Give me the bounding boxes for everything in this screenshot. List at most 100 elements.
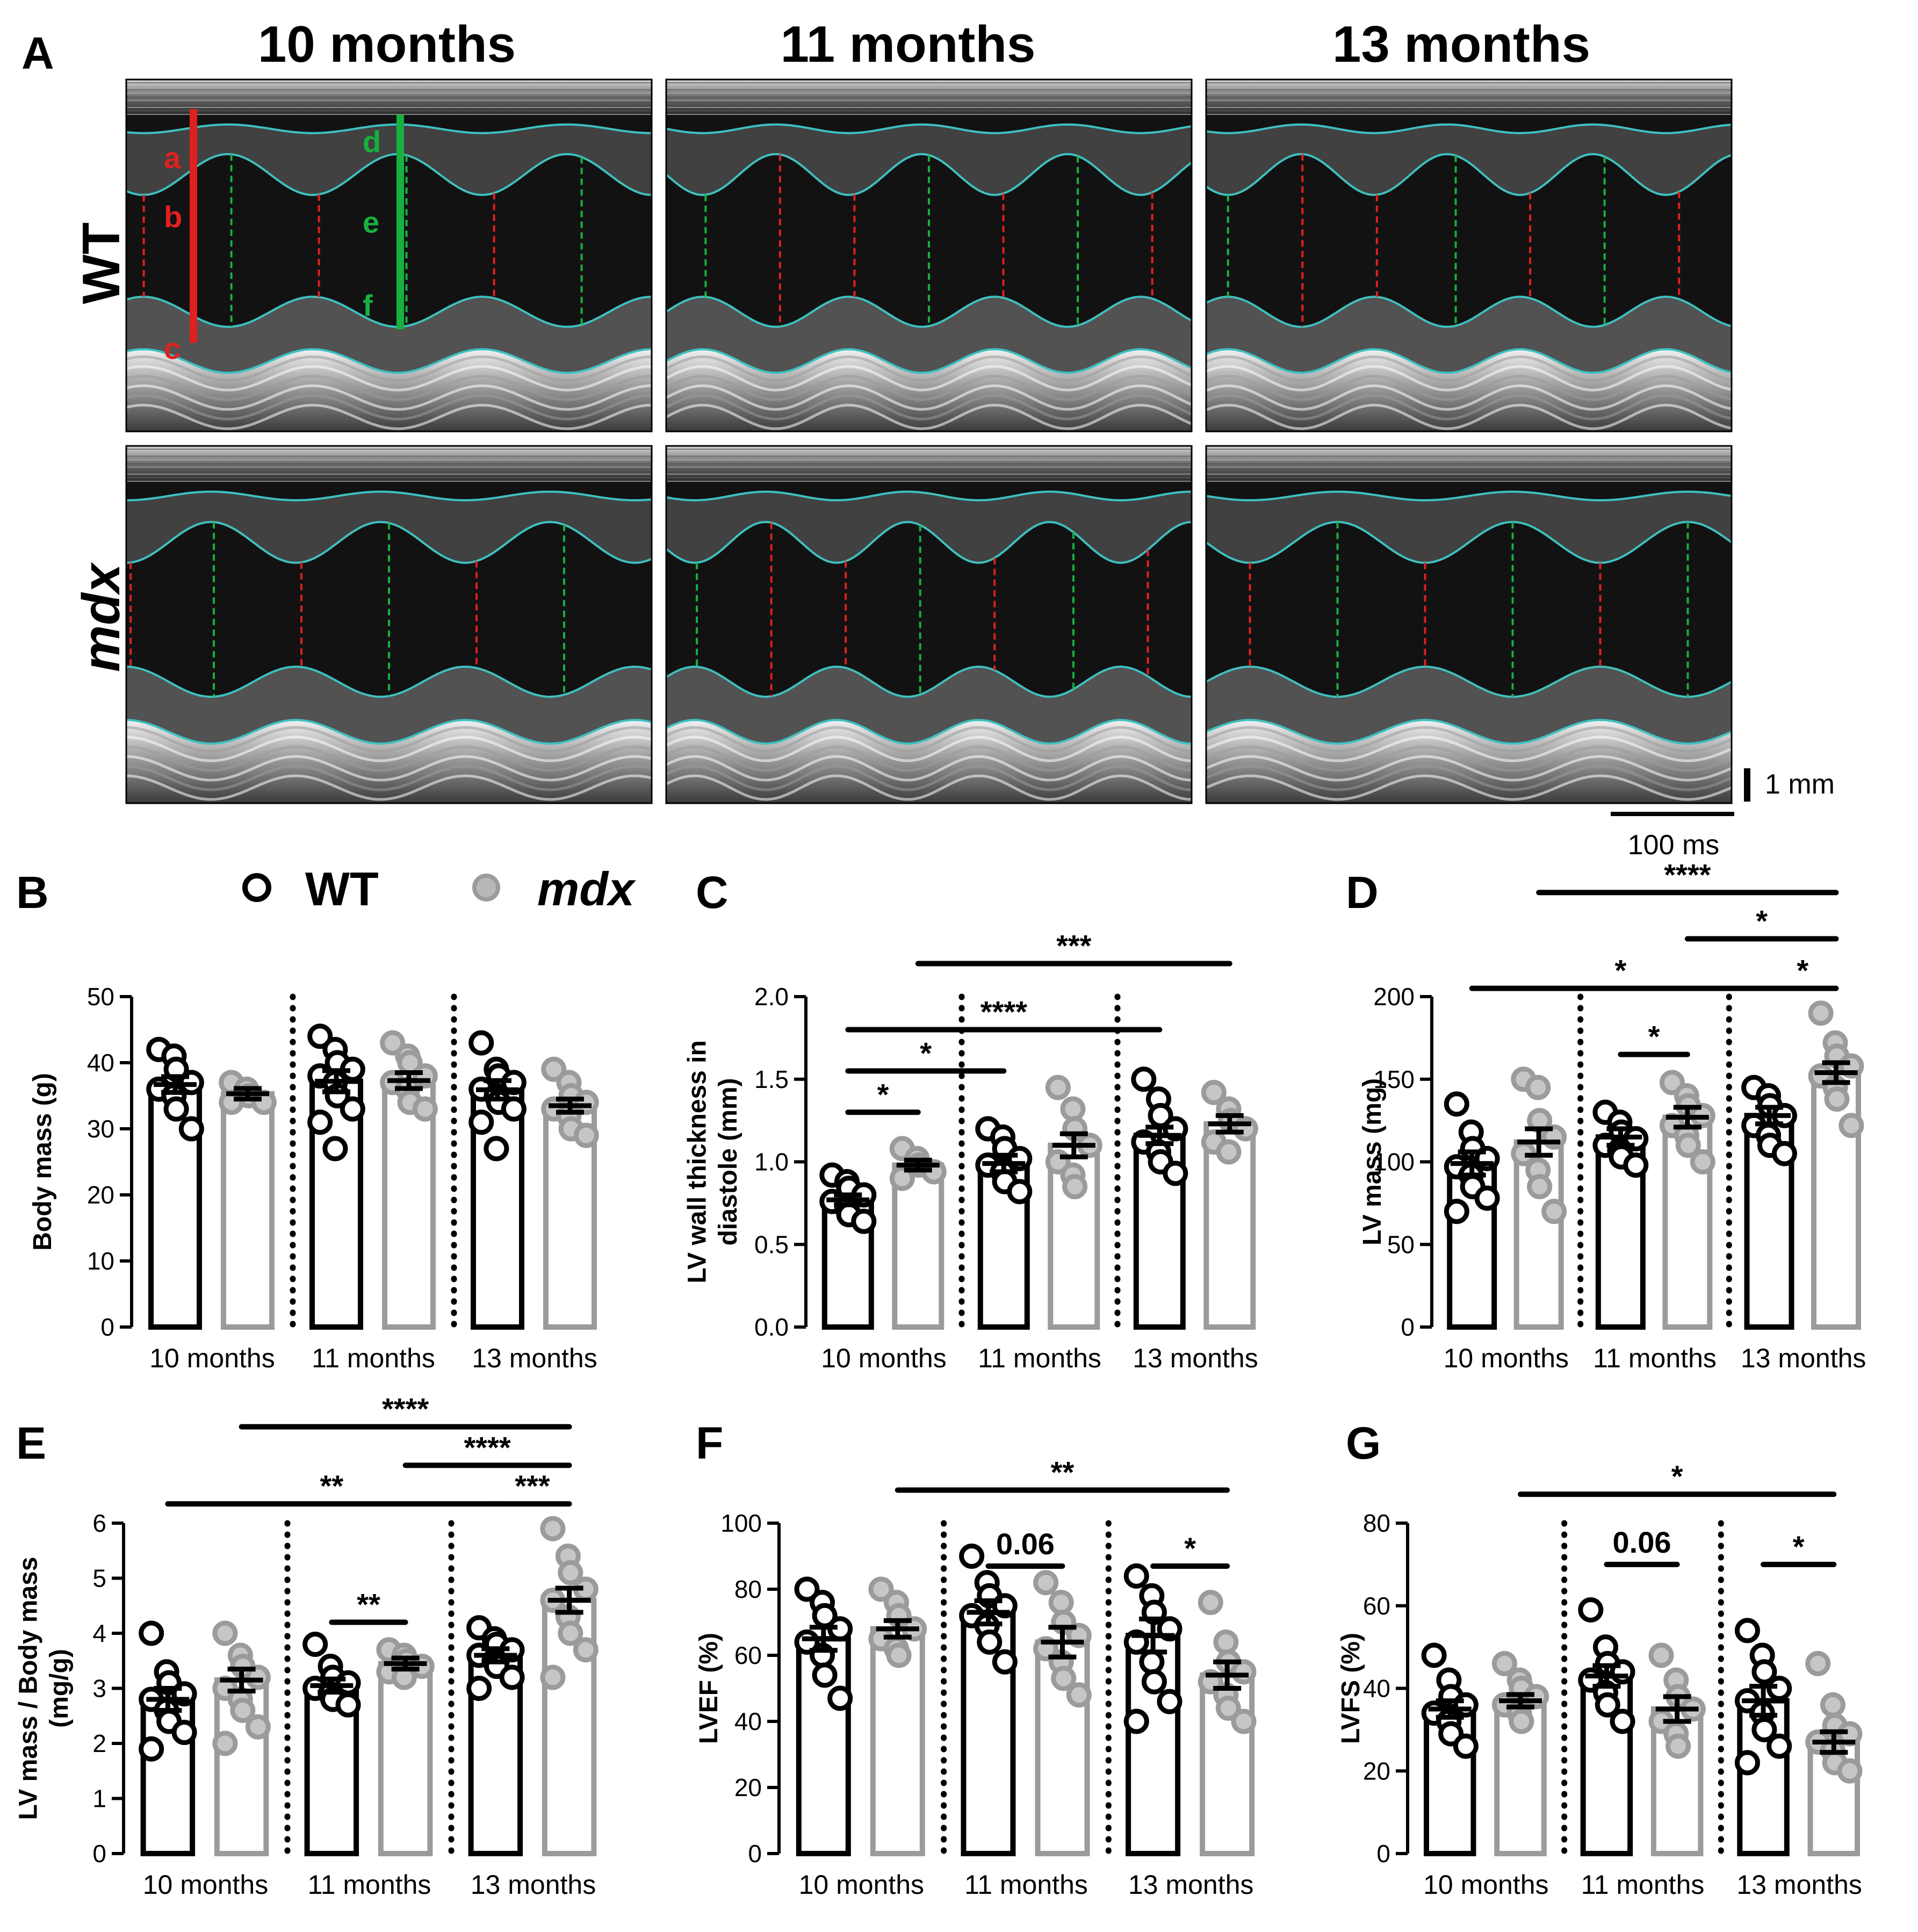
data-point-wt [812, 1662, 838, 1688]
scale-label-100ms: 100 ms [1628, 830, 1720, 861]
posterior-wall [126, 297, 652, 373]
data-point-mdx [1216, 1139, 1242, 1165]
panel-letter-g: G [1346, 1418, 1381, 1468]
panel-letter-d: D [1346, 867, 1379, 918]
data-point-mdx [380, 1030, 406, 1056]
echo-border [125, 78, 653, 432]
tissue-streak [666, 745, 1192, 772]
data-point-mdx [1541, 1199, 1567, 1224]
data-point-mdx [1062, 1174, 1088, 1200]
echo-image-content [126, 80, 652, 431]
data-point-wt [171, 1720, 197, 1745]
echo-image-mdx-11-months [665, 445, 1193, 804]
echo-border [1205, 445, 1733, 804]
bar-mdx [378, 1661, 433, 1856]
data-point-mdx [1805, 1650, 1831, 1676]
data-point-mdx [573, 1122, 599, 1148]
data-point-mdx [558, 1620, 583, 1646]
y-axis-label-line: (mg/g) [45, 1649, 74, 1728]
panel-letter-b: B [16, 867, 49, 918]
data-point-wt [959, 1544, 985, 1569]
y-tick-label: 2.0 [754, 983, 789, 1011]
row-label-mdx: mdx [71, 562, 131, 672]
column-title-11-months: 11 months [781, 16, 1036, 73]
data-point-mdx [540, 1516, 566, 1541]
tissue-streak [666, 736, 1192, 762]
data-point-wt [501, 1096, 527, 1122]
data-point-mdx [1820, 1692, 1845, 1718]
data-point-mdx [1690, 1149, 1715, 1174]
echo-image-content [666, 446, 1192, 803]
y-tick-label: 4 [92, 1619, 106, 1647]
trace-line [666, 491, 1192, 502]
echo-image-wt-10-months: ab c d e f [125, 78, 653, 432]
x-category-label: 11 months [312, 1343, 435, 1373]
data-point-wt [1578, 1597, 1604, 1623]
data-point-mdx [1824, 1086, 1850, 1112]
y-axis-label: LV mass (mg) [1358, 1078, 1387, 1245]
chart-f: F 0 20 40 60 80 100 LVEF (%) 10 months 11 months 1… [695, 1418, 1257, 1900]
data-point-wt [335, 1692, 361, 1718]
marker-b: b [164, 200, 182, 234]
tissue-streak [1206, 755, 1732, 782]
data-point-wt [1595, 1692, 1620, 1718]
y-tick-label: 0 [748, 1840, 762, 1868]
tissue-streak [666, 726, 1192, 753]
y-tick-label: 30 [87, 1115, 114, 1143]
data-point-mdx [886, 1642, 912, 1668]
data-point-mdx [1048, 1590, 1074, 1616]
x-category-label: 11 months [1581, 1870, 1705, 1900]
x-category-label: 11 months [1593, 1343, 1717, 1373]
echo-border [665, 78, 1193, 432]
data-point-wt [1474, 1185, 1500, 1211]
y-tick-label: 100 [720, 1509, 762, 1537]
significance-label: * [1614, 954, 1626, 987]
significance-label: 0.06 [996, 1527, 1055, 1561]
data-point-mdx [1060, 1096, 1086, 1122]
tissue-streak [666, 755, 1192, 782]
significance-label: 0.06 [1613, 1525, 1671, 1559]
y-tick-label: 60 [1363, 1592, 1390, 1620]
significance-label: *** [515, 1469, 550, 1503]
tissue-streak [666, 355, 1192, 382]
data-point-mdx [1525, 1075, 1551, 1100]
y-tick-label: 0 [1401, 1313, 1415, 1341]
significance-label: *** [1056, 929, 1092, 963]
trace-line [666, 348, 1192, 374]
echo-image-wt-13-months [1205, 78, 1733, 432]
data-point-wt [1453, 1733, 1479, 1759]
data-point-wt [1139, 1649, 1165, 1675]
posterior-wall [126, 666, 652, 744]
data-point-wt [1623, 1152, 1649, 1178]
tissue-streak [666, 394, 1192, 421]
panel-letter-f: F [696, 1418, 723, 1468]
tissue-streak [126, 374, 652, 401]
x-category-label: 11 months [978, 1343, 1101, 1373]
data-point-wt [1444, 1091, 1469, 1117]
data-point-wt [302, 1632, 328, 1657]
x-category-label: 13 months [472, 1343, 597, 1373]
legend-label-mdx: mdx [537, 862, 636, 915]
data-point-wt [468, 1109, 494, 1135]
data-point-wt [178, 1116, 204, 1142]
data-point-wt [1163, 1160, 1188, 1186]
tissue-streak [666, 365, 1192, 392]
y-axis-label: LV wall thickness indiastole (mm) [683, 1040, 743, 1284]
x-category-label: 13 months [1128, 1870, 1253, 1900]
y-tick-label: 40 [87, 1049, 114, 1077]
chart-g: G 0 20 40 60 80 LVFS (%) 10 months 11 months 13 m… [1337, 1418, 1863, 1900]
data-point-wt [1610, 1708, 1635, 1734]
trace-line [666, 665, 1192, 698]
tissue-streak [666, 774, 1192, 801]
marker-f: f [363, 289, 373, 322]
y-axis-label: LVFS (%) [1337, 1633, 1365, 1744]
significance-label: * [1671, 1459, 1683, 1493]
trace-line [666, 521, 1192, 564]
trace-line [1206, 665, 1732, 698]
data-point-wt [468, 1030, 494, 1056]
septum-wall [666, 124, 1192, 195]
data-point-wt [139, 1736, 164, 1762]
septum-wall [1206, 124, 1732, 195]
tissue-streak [1206, 384, 1732, 411]
scale-label-1mm: 1 mm [1765, 769, 1835, 800]
